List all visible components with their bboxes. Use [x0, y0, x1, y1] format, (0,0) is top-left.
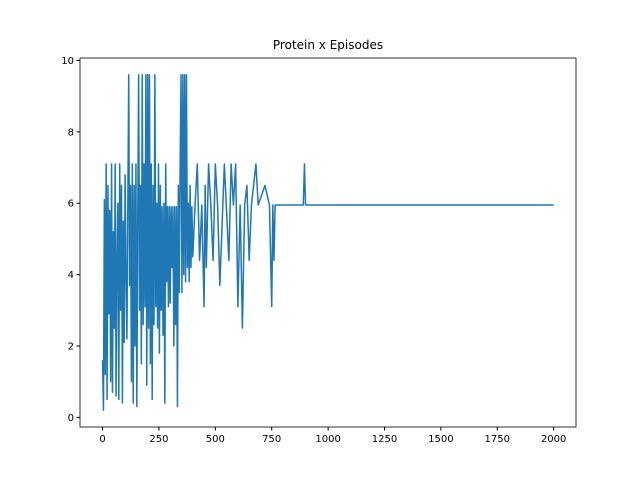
- x-tick-label: 1750: [485, 434, 510, 445]
- x-tick-label: 2000: [541, 434, 566, 445]
- x-tick-label: 0: [99, 434, 105, 445]
- x-tick-label: 1250: [372, 434, 397, 445]
- y-tick-label: 0: [68, 413, 74, 424]
- x-tick-label: 750: [262, 434, 281, 445]
- chart-title: Protein x Episodes: [273, 38, 383, 52]
- line: [101, 74, 554, 411]
- y-tick-label: 10: [61, 56, 74, 67]
- x-tick-label: 1500: [428, 434, 453, 445]
- x-tick-label: 500: [206, 434, 225, 445]
- y-tick-label: 2: [68, 341, 74, 352]
- y-tick-label: 6: [68, 199, 74, 210]
- y-tick-label: 4: [68, 270, 74, 281]
- x-tick-label: 250: [149, 434, 168, 445]
- axes-frame: [79, 57, 577, 428]
- y-tick-label: 8: [68, 127, 74, 138]
- x-tick-label: 1000: [315, 434, 340, 445]
